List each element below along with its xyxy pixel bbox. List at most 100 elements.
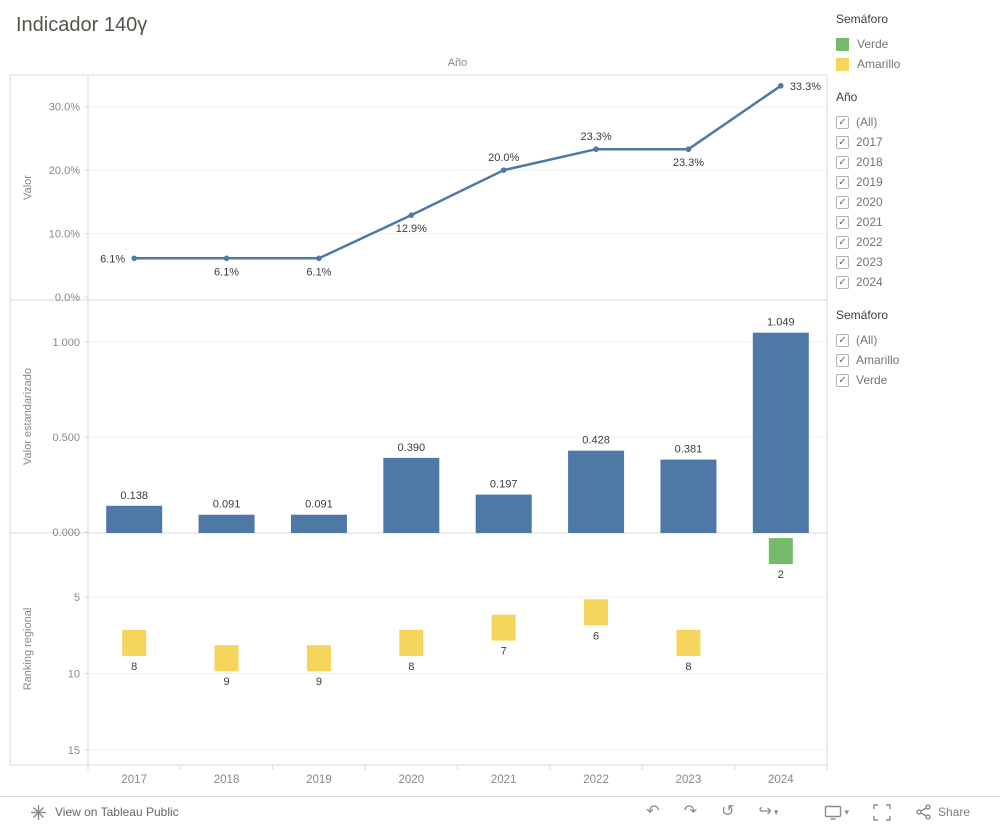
x-tick-label: 2022 xyxy=(583,774,609,786)
checkbox-checked-icon[interactable]: ✓ xyxy=(836,115,849,129)
autoplay-control[interactable]: ↪ ▾ xyxy=(759,804,779,820)
filter-option-label: 2023 xyxy=(856,255,883,269)
ranking-square[interactable] xyxy=(214,645,239,672)
filter-ano-option[interactable]: ✓ 2017 xyxy=(836,132,994,152)
filter-ano-option[interactable]: ✓ 2021 xyxy=(836,212,994,232)
line-point[interactable] xyxy=(131,255,137,262)
y-tick-label: 0.0% xyxy=(55,292,80,304)
checkbox-checked-icon[interactable]: ✓ xyxy=(836,353,849,367)
y-tick-label: 1.000 xyxy=(52,337,80,349)
line-point[interactable] xyxy=(593,146,599,153)
line-point-label: 6.1% xyxy=(100,253,125,265)
filter-option-label: 2021 xyxy=(856,215,883,229)
bar[interactable] xyxy=(290,514,347,533)
bar[interactable] xyxy=(198,514,255,533)
line-point-label: 12.9% xyxy=(396,223,427,235)
filter-ano-option[interactable]: ✓ 2023 xyxy=(836,252,994,272)
ranking-square[interactable] xyxy=(768,538,793,565)
x-tick-label: 2024 xyxy=(768,774,794,786)
checkbox-checked-icon[interactable]: ✓ xyxy=(836,373,849,387)
bar-label: 0.091 xyxy=(305,499,333,511)
y-tick-label: 30.0% xyxy=(49,102,80,114)
checkbox-checked-icon[interactable]: ✓ xyxy=(836,175,849,189)
undo-icon[interactable]: ↶ xyxy=(646,803,660,820)
caret-down-icon: ▾ xyxy=(844,806,849,817)
x-tick-label: 2020 xyxy=(399,774,425,786)
ranking-label: 8 xyxy=(131,661,137,673)
line-point-label: 23.3% xyxy=(673,157,704,169)
bar[interactable] xyxy=(752,332,809,533)
bar-label: 0.091 xyxy=(213,499,241,511)
y-tick-label: 5 xyxy=(74,592,80,604)
filter-option-label: 2019 xyxy=(856,175,883,189)
filter-semaforo-option[interactable]: ✓ Amarillo xyxy=(836,350,994,370)
legend-item-verde[interactable]: Verde xyxy=(836,34,994,54)
line-point-label: 6.1% xyxy=(214,266,239,278)
y-tick-label: 0.000 xyxy=(52,527,80,539)
y-axis-title: Valor estandarizado xyxy=(22,368,34,465)
checkbox-checked-icon[interactable]: ✓ xyxy=(836,195,849,209)
bar[interactable] xyxy=(383,457,440,533)
verde-swatch-icon xyxy=(836,37,849,51)
filter-option-label: 2017 xyxy=(856,135,883,149)
view-label: View on Tableau Public xyxy=(55,805,179,819)
bar-label: 0.381 xyxy=(675,444,703,456)
ranking-square[interactable] xyxy=(399,629,424,656)
filter-option-label: Amarillo xyxy=(856,353,900,367)
bar-label: 0.428 xyxy=(582,435,610,447)
y-tick-label: 10.0% xyxy=(49,229,80,241)
line-point[interactable] xyxy=(500,167,507,173)
filter-semaforo-option[interactable]: ✓ (All) xyxy=(836,330,994,350)
page-title: Indicador 140γ xyxy=(16,14,148,36)
filter-semaforo-option[interactable]: ✓ Verde xyxy=(836,370,994,390)
legend-item-amarillo[interactable]: Amarillo xyxy=(836,54,994,74)
bar[interactable] xyxy=(660,459,717,533)
caret-down-icon: ▾ xyxy=(773,806,779,817)
device-layout-control[interactable]: ▾ xyxy=(824,804,849,820)
checkbox-checked-icon[interactable]: ✓ xyxy=(836,333,849,347)
share-button[interactable]: Share xyxy=(915,804,970,820)
checkbox-checked-icon[interactable]: ✓ xyxy=(836,215,849,229)
x-axis-title: Año xyxy=(448,57,468,69)
line-point[interactable] xyxy=(778,82,784,89)
line-point-label: 23.3% xyxy=(580,131,611,143)
filter-semaforo: Semáforo ✓ (All) ✓ Amarillo ✓ Verde xyxy=(836,308,994,390)
ranking-square[interactable] xyxy=(122,629,147,656)
filter-ano-option[interactable]: ✓ 2022 xyxy=(836,232,994,252)
line-point[interactable] xyxy=(408,212,415,218)
replay-icon[interactable]: ↺ xyxy=(721,803,735,820)
filter-ano-option[interactable]: ✓ 2024 xyxy=(836,272,994,292)
ranking-square[interactable] xyxy=(584,599,609,626)
bar[interactable] xyxy=(568,450,625,533)
share-label: Share xyxy=(937,805,970,819)
checkbox-checked-icon[interactable]: ✓ xyxy=(836,255,849,269)
checkbox-checked-icon[interactable]: ✓ xyxy=(836,275,849,289)
ranking-square[interactable] xyxy=(491,614,516,641)
checkbox-checked-icon[interactable]: ✓ xyxy=(836,235,849,249)
filter-ano-option[interactable]: ✓ 2020 xyxy=(836,192,994,212)
filter-ano-option[interactable]: ✓ 2018 xyxy=(836,152,994,172)
line-point[interactable] xyxy=(685,146,692,153)
ranking-square[interactable] xyxy=(306,645,331,672)
dashboard-charts: Año 2017 2018 2019 2020 2021 2022 2023 2024 0.0% 1… xyxy=(9,57,828,786)
checkbox-checked-icon[interactable]: ✓ xyxy=(836,155,849,169)
filter-semaforo-title: Semáforo xyxy=(836,308,889,322)
view-on-tableau-public-link[interactable]: View on Tableau Public xyxy=(30,804,179,821)
line-point[interactable] xyxy=(316,255,322,262)
y-axis-title: Valor xyxy=(22,175,34,200)
line-point[interactable] xyxy=(223,255,230,262)
checkbox-checked-icon[interactable]: ✓ xyxy=(836,135,849,149)
filter-option-label: 2020 xyxy=(856,195,883,209)
valor-line[interactable] xyxy=(134,84,782,260)
ranking-square[interactable] xyxy=(676,629,701,656)
x-tick-label: 2017 xyxy=(121,774,147,786)
bar[interactable] xyxy=(106,505,163,533)
filter-ano-option[interactable]: ✓ (All) xyxy=(836,112,994,132)
filter-ano-option[interactable]: ✓ 2019 xyxy=(836,172,994,192)
filter-option-label: Verde xyxy=(856,373,888,387)
bar[interactable] xyxy=(475,494,532,533)
fullscreen-icon[interactable] xyxy=(873,803,891,821)
redo-icon[interactable]: ↷ xyxy=(683,803,698,820)
y-tick-label: 15 xyxy=(68,745,80,757)
